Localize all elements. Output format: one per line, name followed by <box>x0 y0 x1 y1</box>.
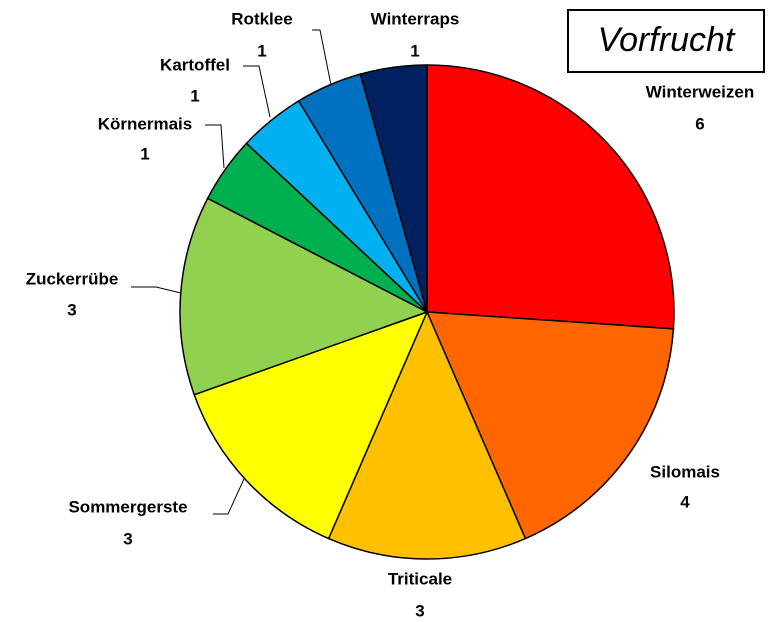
slice-value: 1 <box>410 41 419 60</box>
slice-label: Triticale <box>388 569 452 588</box>
slice-value: 4 <box>680 492 690 511</box>
slice-label: Silomais <box>650 462 720 481</box>
leader-line <box>213 478 245 515</box>
slice-label: Zuckerrübe <box>26 269 119 288</box>
slice-value: 3 <box>67 300 76 319</box>
pie-slice <box>359 64 428 313</box>
title-box <box>567 9 765 73</box>
leader-line <box>243 65 271 118</box>
pie-slice <box>179 197 429 396</box>
pie-slice <box>193 310 429 540</box>
slice-label: Körnermais <box>98 114 192 133</box>
leader-line <box>131 286 182 294</box>
slice-label: Kartoffel <box>160 55 230 74</box>
slice-value: 6 <box>695 114 704 133</box>
slice-value: 3 <box>123 529 132 548</box>
slice-value: 1 <box>140 144 149 163</box>
leader-line <box>312 29 332 86</box>
slice-label: Sommergerste <box>68 497 187 516</box>
slice-label: Rotklee <box>231 9 292 28</box>
chart-title: Vorfrucht <box>598 21 736 59</box>
pie-slice <box>425 311 675 540</box>
leader-line <box>205 124 225 169</box>
labels: Winterweizen 6 Silomais 4 Triticale 3 Sommerge… <box>26 9 755 620</box>
slice-label: Winterweizen <box>646 82 754 101</box>
pie-slice <box>426 64 675 330</box>
pie-slice <box>327 310 527 560</box>
slice-label: Winterraps <box>371 9 460 28</box>
pie <box>179 64 675 560</box>
slice-value: 1 <box>190 86 199 105</box>
slice-value: 3 <box>415 601 424 620</box>
slice-value: 1 <box>257 41 266 60</box>
